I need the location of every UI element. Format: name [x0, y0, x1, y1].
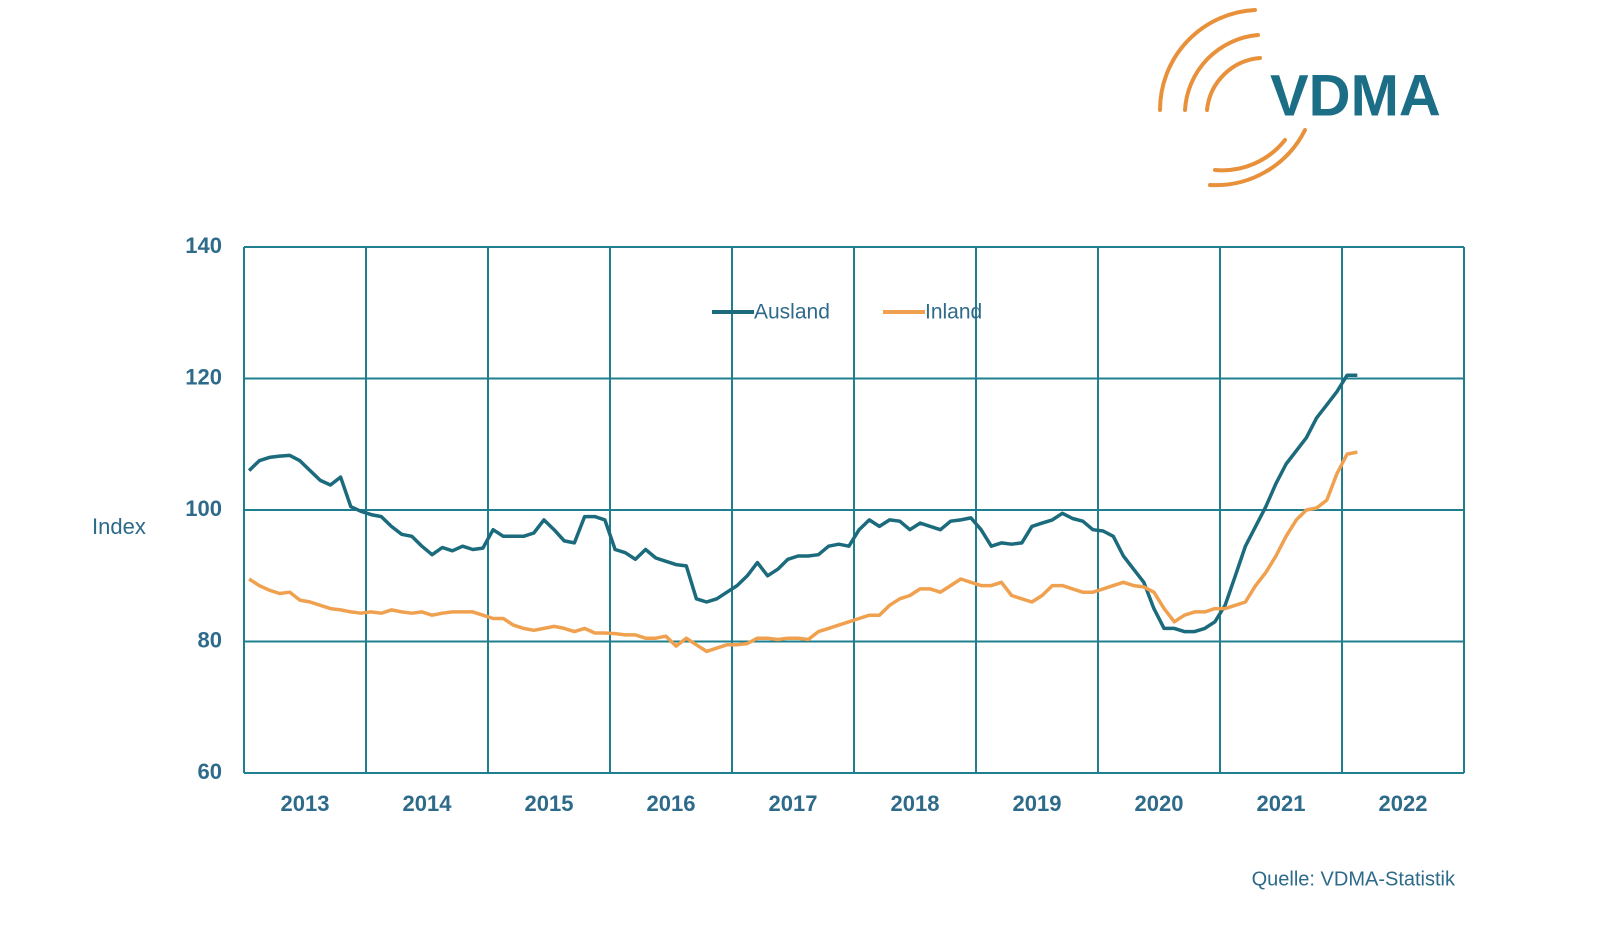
x-tick-label: 2017: [769, 791, 818, 816]
x-tick-label: 2014: [403, 791, 453, 816]
x-tick-label: 2018: [891, 791, 940, 816]
y-tick-label: 100: [185, 496, 222, 521]
line-series: [248, 450, 1358, 654]
y-axis-label: Index: [92, 514, 146, 539]
x-tick-label: 2021: [1257, 791, 1306, 816]
legend-label: Inland: [925, 301, 982, 324]
x-tick-label: 2016: [647, 791, 696, 816]
x-tick-label: 2013: [281, 791, 330, 816]
x-tick-label: 2020: [1135, 791, 1184, 816]
line-series: [247, 373, 1358, 634]
y-tick-label: 60: [198, 759, 222, 784]
x-tick-label: 2022: [1379, 791, 1428, 816]
y-tick-label: 140: [185, 233, 222, 258]
logo: VDMA: [1270, 63, 1441, 128]
y-tick-label: 80: [198, 627, 222, 652]
y-tick-label: 120: [185, 364, 222, 389]
x-tick-label: 2015: [525, 791, 574, 816]
source: Quelle: VDMA-Statistik: [1252, 868, 1456, 890]
legend-label: Ausland: [754, 301, 830, 324]
x-tick-label: 2019: [1013, 791, 1062, 816]
logo-arcs: [1157, 8, 1307, 188]
